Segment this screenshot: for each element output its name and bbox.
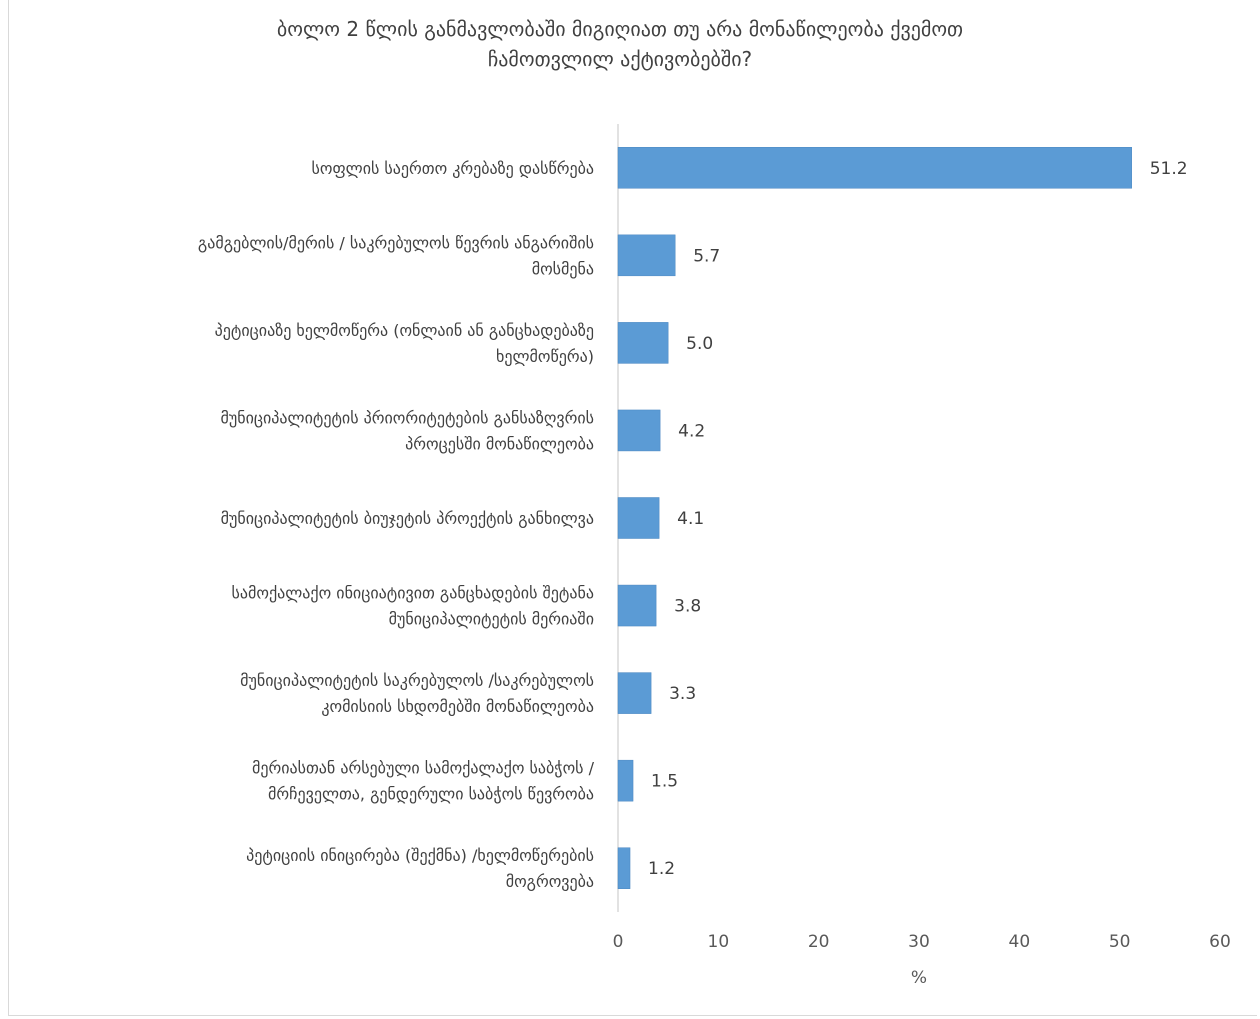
category-label-2-line-2: მოსმენა [532, 259, 594, 278]
category-label-3-line-2: ხელმოწერა) [496, 347, 594, 366]
chart-title: ბოლო 2 წლის განმავლობაში მიგიღიათ თუ არა… [120, 14, 1120, 74]
value-label-3: 5.0 [686, 334, 713, 354]
bar-5 [617, 497, 660, 539]
category-label-8-line-1: მერიასთან არსებული სამოქალაქო საბჭოს / [252, 759, 595, 778]
x-tick-50: 50 [1109, 932, 1131, 952]
x-tick-40: 40 [1009, 932, 1031, 952]
x-axis-label: % [911, 968, 927, 988]
x-tick-60: 60 [1209, 932, 1231, 952]
category-label-6-line-2: მუნიციპალიტეტის მერიაში [389, 610, 594, 629]
value-label-7: 3.3 [669, 684, 696, 704]
category-label-3-line-1: პეტიციაზე ხელმოწერა (ონლაინ ან განცხადებ… [215, 321, 594, 340]
category-label-5-line-1: მუნიციპალიტეტის ბიუჯეტის პროექტის განხილ… [221, 509, 594, 528]
category-label-2-line-1: გამგებლის/მერის / საკრებულოს წევრის ანგა… [198, 233, 594, 252]
bar-3 [617, 322, 669, 364]
category-label-9-line-1: პეტიციის ინიცირება (შექმნა) /ხელმოწერები… [246, 846, 594, 865]
category-label-9-line-2: მოგროვება [506, 872, 594, 891]
category-label-6-line-1: სამოქალაქო ინიციატივით განცხადების შეტან… [232, 584, 594, 603]
chart-title-line-2: ჩამოთვლილ აქტივობებში? [487, 47, 753, 71]
category-label-7-line-2: კომისიის სხდომებში მონაწილეობა [321, 697, 594, 716]
value-label-5: 4.1 [677, 509, 704, 529]
chart-title-line-1: ბოლო 2 წლის განმავლობაში მიგიღიათ თუ არა… [276, 17, 964, 41]
x-tick-10: 10 [708, 932, 730, 952]
category-label-8-line-2: მრჩეველთა, გენდერული საბჭოს წევრობა [268, 785, 594, 804]
bar-7 [617, 672, 652, 714]
value-label-9: 1.2 [648, 859, 675, 879]
bar-2 [617, 234, 676, 277]
bar-9 [617, 847, 631, 889]
value-label-6: 3.8 [674, 597, 701, 617]
bar-1 [617, 147, 1132, 189]
category-label-1-line-1: სოფლის საერთო კრებაზე დასწრება [312, 159, 594, 178]
value-label-4: 4.2 [678, 421, 705, 441]
x-tick-0: 0 [613, 932, 624, 952]
chart-frame [8, 0, 1257, 1016]
value-label-1: 51.2 [1150, 159, 1188, 179]
bar-8 [617, 759, 634, 802]
category-label-7-line-1: მუნიციპალიტეტის საკრებულოს /საკრებულოს [240, 671, 594, 690]
category-label-4-line-2: პროცესში მონაწილეობა [405, 434, 594, 453]
bar-6 [617, 584, 657, 627]
value-label-2: 5.7 [693, 246, 720, 266]
value-label-8: 1.5 [651, 772, 678, 792]
bar-4 [617, 409, 661, 452]
x-tick-20: 20 [808, 932, 830, 952]
category-label-4-line-1: მუნიციპალიტეტის პრიორიტეტების განსაზღვრი… [221, 408, 595, 427]
x-tick-30: 30 [908, 932, 930, 952]
